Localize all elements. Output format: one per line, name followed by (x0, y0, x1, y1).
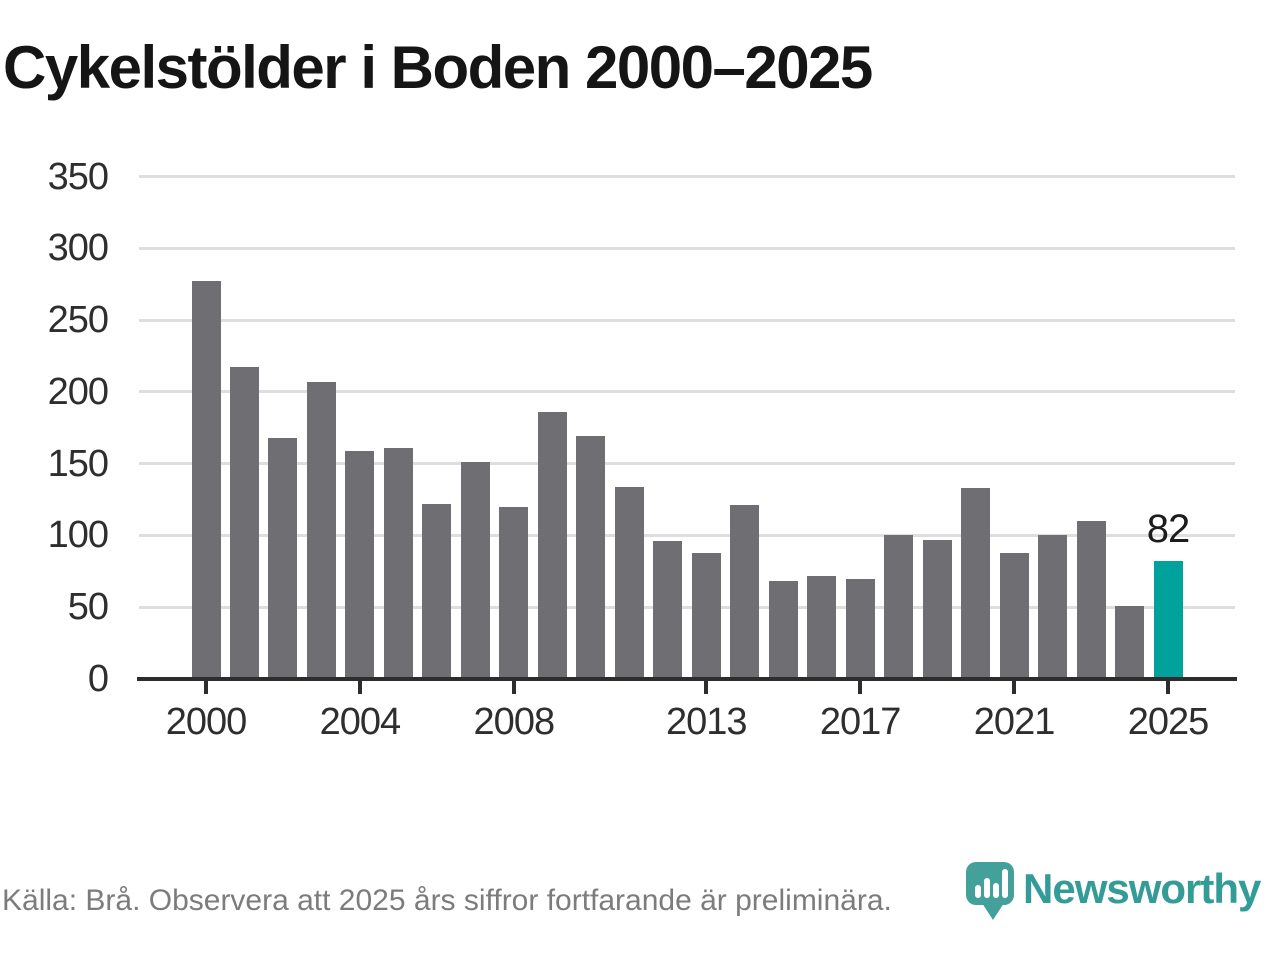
bar-2001 (229, 367, 259, 679)
x-axis-label-2008: 2008 (473, 701, 556, 743)
bar-2003 (306, 381, 336, 679)
y-axis-label-300: 300 (47, 227, 109, 270)
bar-2016 (807, 575, 837, 679)
gridline-150 (139, 462, 1235, 466)
x-axis-tick-2025 (1166, 681, 1170, 694)
bar-2017 (845, 578, 875, 679)
newsworthy-bar-chart-pin-icon (966, 862, 1014, 920)
bar-2009 (537, 411, 567, 679)
bar-2006 (422, 503, 452, 679)
x-axis-label-2004: 2004 (319, 701, 402, 743)
bar-2022 (1038, 535, 1068, 679)
x-axis-label-2021: 2021 (973, 701, 1056, 743)
x-axis-label-2000: 2000 (165, 701, 248, 743)
x-axis-tick-2000 (204, 681, 208, 694)
x-axis-label-2025: 2025 (1127, 701, 1210, 743)
y-axis-label-100: 100 (47, 514, 109, 557)
x-axis-label-2017: 2017 (819, 701, 902, 743)
bar-2018 (884, 535, 914, 679)
gridline-50 (139, 605, 1235, 609)
bar-2024 (1115, 605, 1145, 679)
chart-title: Cykelstölder i Boden 2000–2025 (3, 34, 873, 101)
highlight-value-label: 82 (1146, 507, 1191, 552)
bar-2023 (1076, 521, 1106, 679)
gridline-350 (139, 175, 1235, 178)
bar-2025 (1153, 561, 1183, 679)
bar-2019 (922, 539, 952, 679)
bar-2007 (460, 462, 490, 679)
bar-2011 (614, 486, 644, 679)
x-axis-tick-2004 (357, 681, 362, 694)
y-axis-label-200: 200 (47, 370, 109, 413)
y-axis-label-350: 350 (47, 155, 109, 198)
bar-2002 (268, 437, 298, 679)
bar-2013 (691, 552, 721, 679)
bar-2004 (345, 450, 375, 679)
newsworthy-logo: Newsworthy (966, 862, 1261, 928)
bar-2021 (999, 552, 1029, 679)
source-note: Källa: Brå. Observera att 2025 års siffr… (2, 884, 892, 917)
gridline-200 (139, 390, 1235, 394)
bar-2015 (768, 581, 798, 679)
y-axis-label-0: 0 (87, 658, 109, 700)
x-axis-tick-2013 (704, 681, 709, 694)
x-axis-tick-2021 (1012, 681, 1017, 694)
gridline-300 (139, 246, 1235, 250)
gridline-100 (139, 533, 1235, 537)
bar-2008 (499, 506, 529, 679)
bar-2000 (191, 281, 221, 679)
y-axis-label-50: 50 (67, 586, 109, 629)
bar-2020 (961, 488, 991, 679)
x-axis-tick-2017 (858, 681, 863, 694)
x-axis-tick-2008 (511, 681, 516, 694)
x-axis-line (137, 677, 1237, 681)
bar-2014 (730, 505, 760, 679)
bar-2010 (576, 436, 606, 679)
bar-2005 (383, 447, 413, 679)
newsworthy-wordmark: Newsworthy (1023, 865, 1261, 912)
gridline-250 (139, 318, 1235, 322)
y-axis-label-150: 150 (47, 442, 109, 485)
x-axis-label-2013: 2013 (665, 701, 748, 743)
y-axis-label-250: 250 (47, 299, 109, 342)
bar-2012 (653, 541, 683, 679)
